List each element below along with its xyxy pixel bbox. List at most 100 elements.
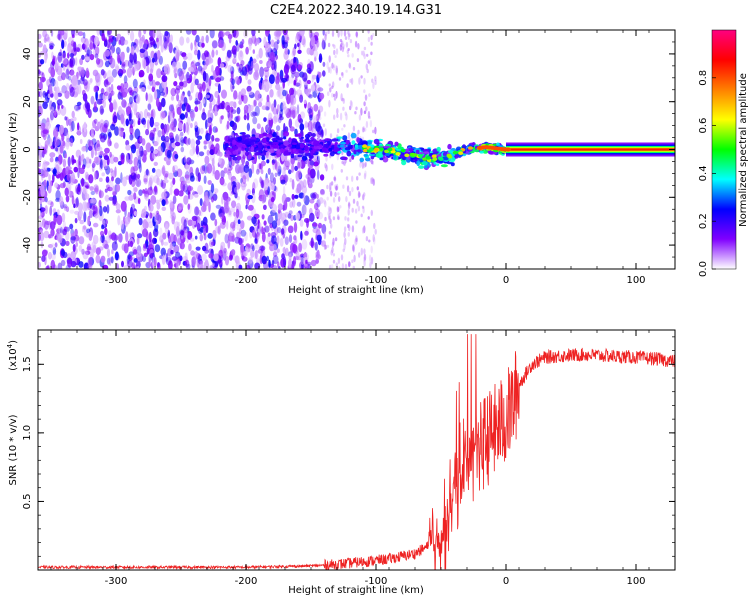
noise-speckle xyxy=(220,31,225,37)
sparse-speckle xyxy=(363,259,366,267)
noise-speckle xyxy=(297,64,303,70)
noise-speckle xyxy=(247,204,254,211)
noise-speckle xyxy=(52,140,56,149)
noise-speckle xyxy=(141,208,147,219)
noise-speckle xyxy=(309,114,313,121)
noise-speckle xyxy=(111,68,118,78)
noise-speckle xyxy=(153,161,158,166)
sparse-speckle xyxy=(347,48,350,51)
noise-speckle xyxy=(46,36,51,43)
noise-speckle xyxy=(284,211,289,218)
noise-speckle xyxy=(173,118,177,128)
sparse-speckle xyxy=(357,190,361,199)
sparse-speckle xyxy=(360,247,363,256)
noise-speckle xyxy=(120,114,125,125)
noise-speckle xyxy=(120,200,127,212)
noise-speckle xyxy=(288,118,293,128)
noise-speckle xyxy=(38,52,41,59)
noise-speckle xyxy=(95,58,101,65)
sparse-speckle xyxy=(332,81,335,88)
noise-speckle xyxy=(68,63,74,68)
noise-speckle xyxy=(290,214,294,222)
signal-blob xyxy=(400,154,405,159)
noise-speckle xyxy=(97,146,103,152)
noise-speckle xyxy=(76,159,82,168)
sparse-speckle xyxy=(363,192,366,197)
noise-speckle xyxy=(246,122,250,132)
noise-speckle xyxy=(108,196,115,201)
noise-speckle xyxy=(299,123,305,131)
noise-speckle xyxy=(211,196,214,203)
noise-speckle xyxy=(243,164,250,173)
noise-speckle xyxy=(254,105,260,117)
signal-blob xyxy=(271,137,278,141)
noise-speckle xyxy=(199,127,204,135)
noise-speckle xyxy=(133,156,139,168)
sparse-speckle xyxy=(372,81,375,90)
noise-speckle xyxy=(101,32,105,42)
noise-speckle xyxy=(164,223,169,234)
noise-speckle xyxy=(64,90,70,99)
noise-speckle xyxy=(298,192,305,199)
noise-speckle xyxy=(320,191,325,196)
noise-speckle xyxy=(121,61,126,67)
noise-speckle xyxy=(316,169,320,180)
noise-speckle xyxy=(217,94,220,106)
noise-speckle xyxy=(258,101,263,108)
signal-blob xyxy=(423,151,430,154)
noise-speckle xyxy=(115,177,121,185)
noise-speckle xyxy=(203,163,208,174)
noise-speckle xyxy=(284,47,289,55)
noise-speckle xyxy=(254,250,258,260)
noise-speckle xyxy=(189,237,195,242)
sparse-speckle xyxy=(352,265,355,269)
signal-blob xyxy=(356,149,362,152)
noise-speckle xyxy=(172,165,175,174)
sparse-speckle xyxy=(328,231,332,235)
noise-speckle xyxy=(145,221,149,229)
noise-speckle xyxy=(104,235,111,244)
noise-speckle xyxy=(198,228,203,235)
sparse-speckle xyxy=(331,85,334,89)
noise-speckle xyxy=(315,121,321,132)
noise-speckle xyxy=(106,69,113,81)
noise-speckle xyxy=(222,250,228,256)
noise-speckle xyxy=(130,152,133,161)
noise-speckle xyxy=(187,104,191,113)
sparse-speckle xyxy=(352,245,355,253)
signal-blob xyxy=(415,149,420,154)
noise-speckle xyxy=(195,139,201,146)
signal-blob xyxy=(342,135,348,141)
noise-speckle xyxy=(236,196,240,201)
x-tick-label: -200 xyxy=(235,576,258,587)
noise-speckle xyxy=(65,68,70,80)
sparse-speckle xyxy=(329,187,332,193)
noise-speckle xyxy=(275,75,280,86)
noise-speckle xyxy=(73,104,77,111)
noise-speckle xyxy=(153,186,158,192)
noise-speckle xyxy=(45,265,50,269)
noise-speckle xyxy=(125,140,130,146)
sparse-speckle xyxy=(328,83,331,87)
noise-speckle xyxy=(184,252,188,261)
noise-speckle xyxy=(68,76,72,81)
noise-speckle xyxy=(248,37,252,43)
noise-speckle xyxy=(321,223,327,234)
signal-peak xyxy=(467,146,473,150)
signal-blob xyxy=(283,140,289,146)
x-tick-label: -300 xyxy=(105,576,128,587)
noise-speckle xyxy=(247,195,253,200)
noise-speckle xyxy=(149,116,154,128)
sparse-speckle xyxy=(335,262,338,268)
noise-speckle xyxy=(151,167,156,173)
noise-speckle xyxy=(123,75,128,84)
sparse-speckle xyxy=(329,218,332,224)
noise-speckle xyxy=(186,157,192,166)
noise-speckle xyxy=(89,78,93,83)
noise-speckle xyxy=(99,150,104,156)
sparse-speckle xyxy=(327,42,331,48)
sparse-speckle xyxy=(351,259,354,264)
noise-speckle xyxy=(293,221,298,233)
noise-speckle xyxy=(61,212,66,223)
noise-speckle xyxy=(148,258,151,268)
